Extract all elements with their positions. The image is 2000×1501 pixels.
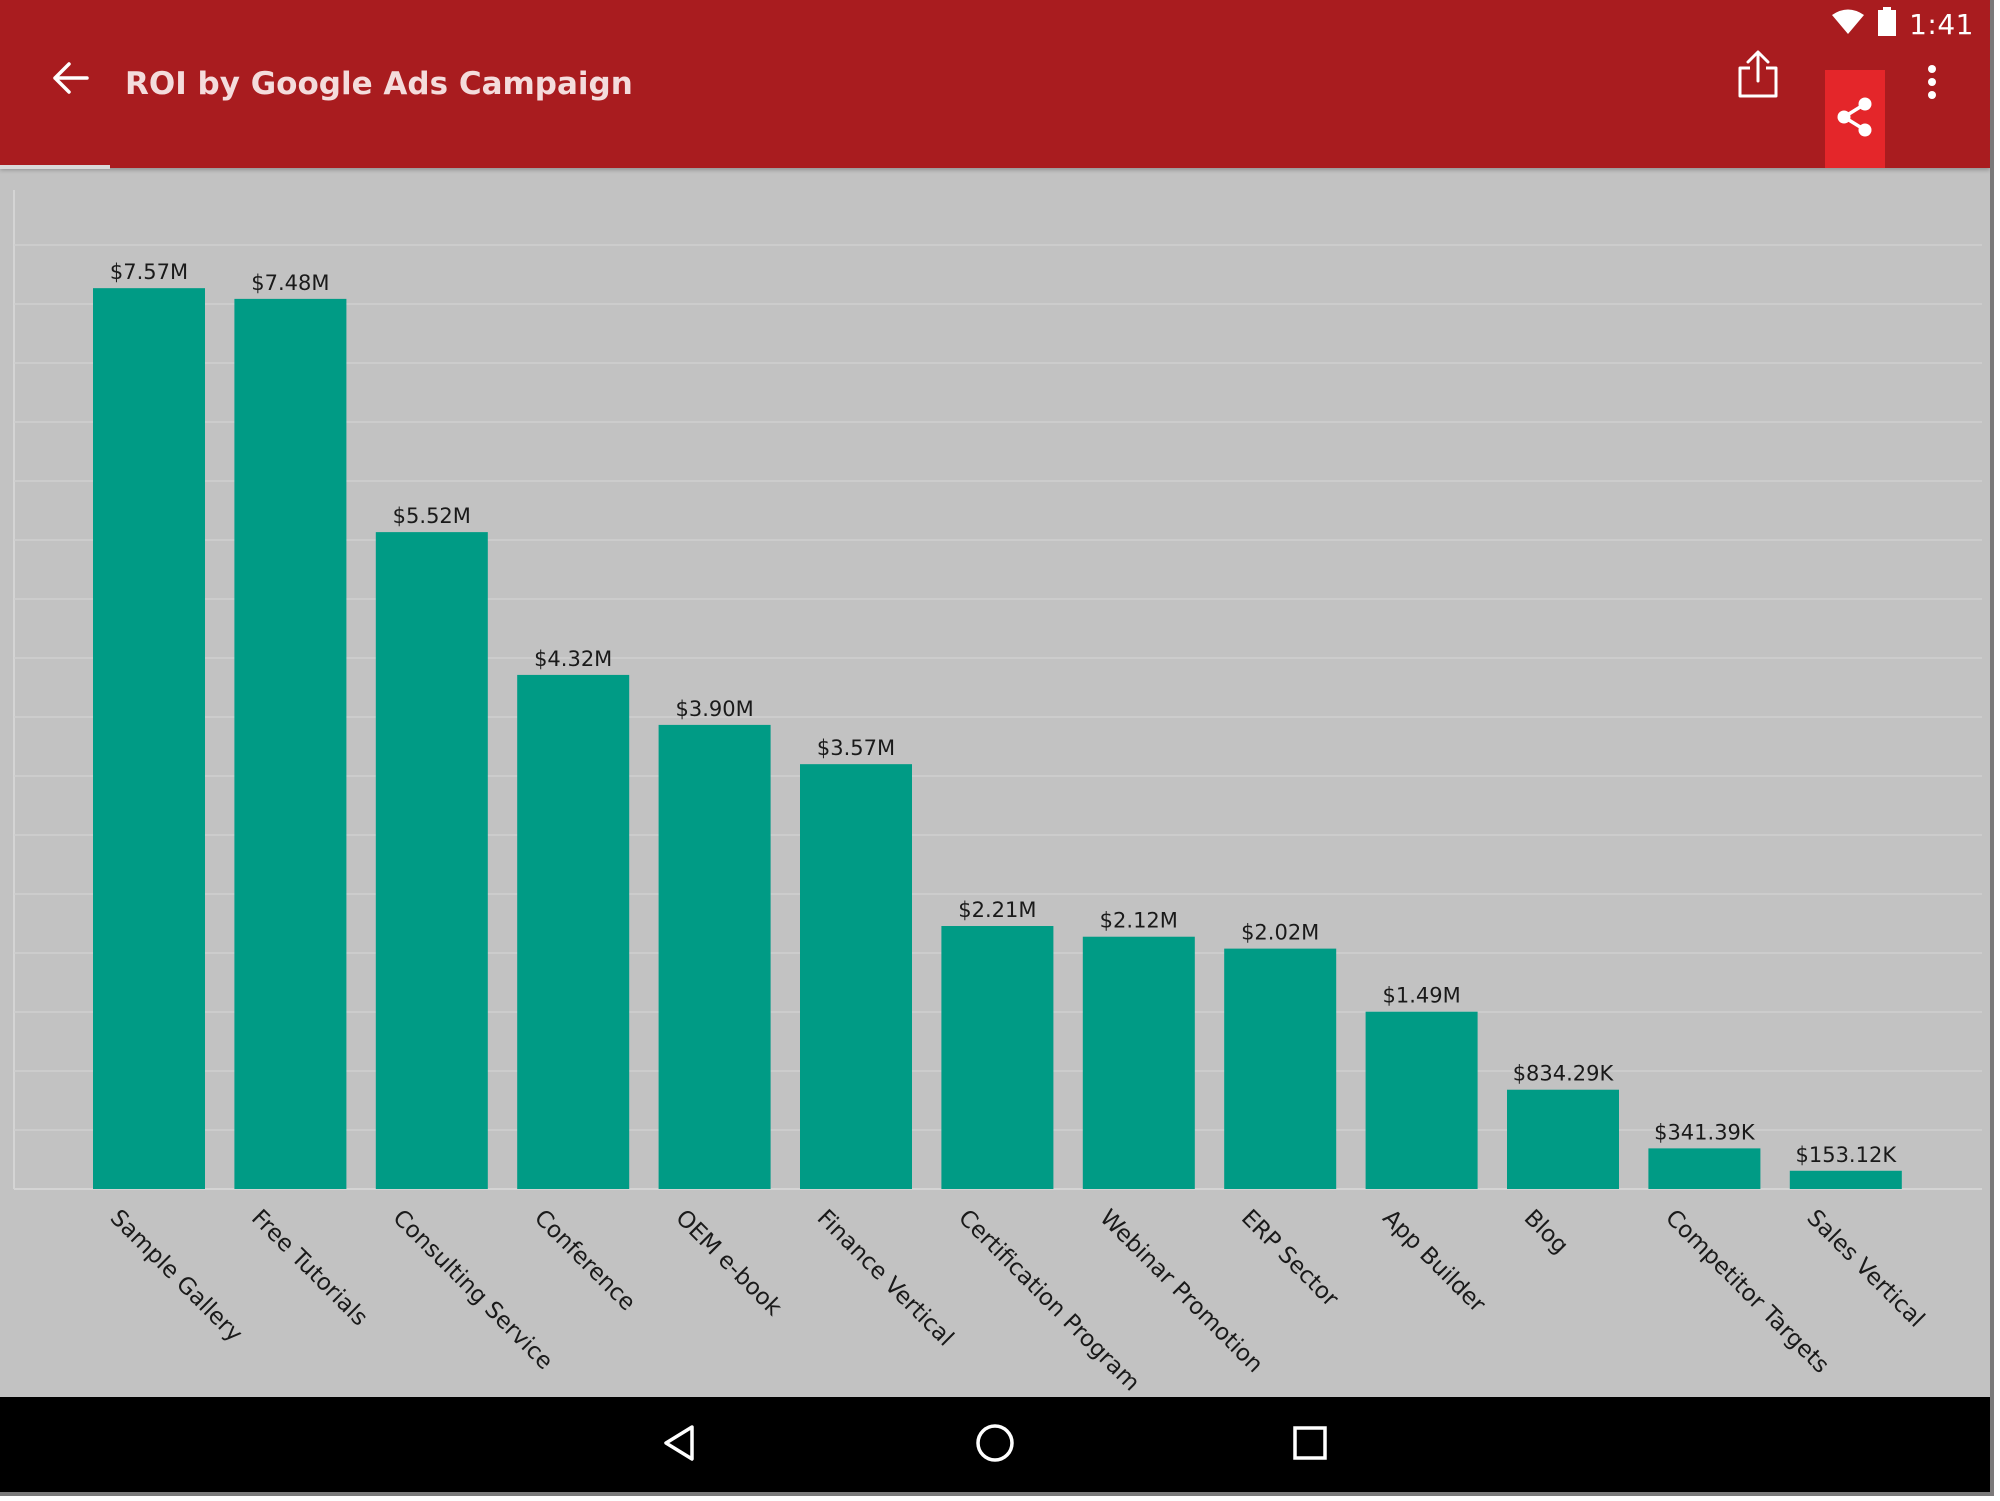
data-label: $2.21M <box>958 898 1036 922</box>
bar-chart: $7.57M Sample Gallery $7.48M Free Tutorials… <box>13 190 1982 1396</box>
bar[interactable] <box>1507 1089 1619 1189</box>
page-title: ROI by Google Ads Campaign <box>125 66 633 102</box>
upload-share-icon <box>1734 49 1782 104</box>
bar[interactable] <box>1224 948 1337 1189</box>
bar[interactable] <box>375 532 488 1189</box>
data-label: $341.39K <box>1654 1120 1756 1144</box>
x-tick-label: Finance Vertical <box>812 1205 959 1352</box>
data-label: $7.48M <box>251 271 329 295</box>
bar[interactable] <box>1789 1170 1902 1189</box>
share-icon <box>1835 96 1875 143</box>
back-triangle-icon <box>660 1423 700 1468</box>
app-bar: 1:41 ROI by Google Ads Campaign <box>0 0 1990 169</box>
overflow-menu-button[interactable] <box>1910 54 1954 114</box>
x-tick-label: Competitor Targets <box>1660 1205 1834 1379</box>
x-tick-label: Conference <box>529 1205 640 1316</box>
wifi-icon <box>1831 9 1865 40</box>
nav-home-button[interactable] <box>967 1417 1023 1473</box>
chart-area: $7.57M Sample Gallery $7.48M Free Tutorials… <box>0 168 1990 1397</box>
x-tick-label: Sample Gallery <box>105 1205 247 1347</box>
appbar-divider <box>0 165 110 169</box>
share-button[interactable] <box>1825 70 1885 168</box>
navigation-bar <box>0 1397 1990 1492</box>
x-tick-label: App Builder <box>1377 1205 1490 1318</box>
bar[interactable] <box>941 926 1054 1189</box>
data-label: $1.49M <box>1382 984 1460 1008</box>
data-label: $7.57M <box>110 260 188 284</box>
data-label: $2.02M <box>1241 921 1319 945</box>
x-tick-label: Webinar Promotion <box>1095 1205 1268 1378</box>
home-circle-icon <box>973 1421 1017 1470</box>
data-label: $2.12M <box>1100 909 1178 933</box>
data-label: $3.90M <box>675 697 753 721</box>
data-label: $153.12K <box>1795 1143 1897 1167</box>
nav-recents-button[interactable] <box>1282 1417 1338 1473</box>
bar[interactable] <box>1365 1011 1478 1189</box>
export-button[interactable] <box>1722 40 1794 112</box>
recents-square-icon <box>1290 1423 1330 1468</box>
x-tick-label: ERP Sector <box>1236 1205 1344 1313</box>
back-arrow-icon <box>51 61 89 100</box>
data-label: $834.29K <box>1513 1062 1615 1086</box>
x-tick-label: Sales Vertical <box>1802 1205 1930 1333</box>
bar[interactable] <box>1082 936 1195 1189</box>
bar[interactable] <box>1648 1148 1761 1189</box>
data-label: $4.32M <box>534 647 612 671</box>
bar[interactable] <box>93 288 205 1189</box>
back-button[interactable] <box>40 52 100 108</box>
status-bar: 1:41 <box>1831 6 1974 42</box>
x-tick-label: Blog <box>1519 1205 1573 1259</box>
x-tick-label: Free Tutorials <box>246 1205 372 1331</box>
more-vertical-icon <box>1927 64 1937 105</box>
data-label: $5.52M <box>393 504 471 528</box>
bar[interactable] <box>658 724 771 1189</box>
battery-icon <box>1877 6 1897 42</box>
data-label: $3.57M <box>817 736 895 760</box>
x-tick-label: Consulting Service <box>388 1205 558 1375</box>
nav-back-button[interactable] <box>652 1417 708 1473</box>
bar[interactable] <box>800 764 912 1189</box>
bar[interactable] <box>234 298 347 1189</box>
bar[interactable] <box>517 674 630 1189</box>
x-tick-label: OEM e-book <box>670 1205 787 1322</box>
status-time: 1:41 <box>1909 7 1974 41</box>
